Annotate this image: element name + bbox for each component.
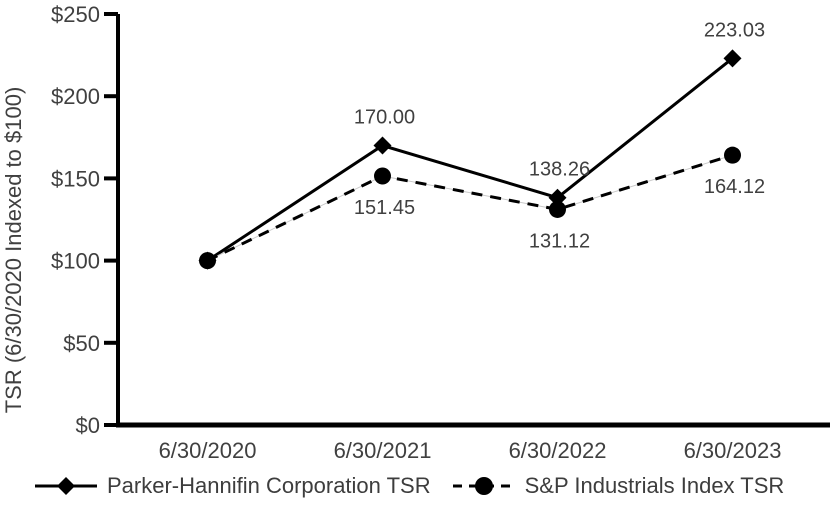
legend-item-parker-hannifin: Parker-Hannifin Corporation TSR	[33, 473, 431, 499]
legend-label-parker-hannifin: Parker-Hannifin Corporation TSR	[107, 473, 431, 498]
data-point-label: 151.45	[354, 197, 415, 219]
y-tick-label: $150	[51, 166, 100, 191]
plot-area: $0 $50 $100 $150 $200 $250 6/30/2020 6/30/2021 6…	[51, 2, 830, 463]
legend-item-sp-industrials: S&P Industrials Index TSR	[451, 473, 785, 499]
data-point-label: 131.12	[529, 230, 590, 252]
data-point-label: 164.12	[704, 176, 765, 198]
y-tick-label: $50	[63, 331, 100, 356]
solid-line-diamond-swatch-icon	[35, 477, 97, 495]
y-tick-label: $100	[51, 249, 100, 274]
x-tick-label: 6/30/2023	[684, 438, 782, 463]
y-tick-label: $0	[76, 413, 100, 438]
circle-marker-icon	[724, 146, 741, 164]
dashed-line-circle-swatch-icon	[452, 477, 515, 495]
circle-marker-icon	[199, 252, 216, 270]
x-tick-label: 6/30/2020	[159, 438, 257, 463]
y-tick-label: $250	[51, 2, 100, 27]
data-point-label: 138.26	[529, 159, 590, 181]
data-point-label: 170.00	[354, 107, 415, 129]
x-tick-label: 6/30/2021	[334, 438, 432, 463]
series-line-solid	[206, 57, 734, 262]
series-line-dashed	[206, 153, 733, 262]
legend-label-sp-industrials: S&P Industrials Index TSR	[524, 473, 785, 498]
circle-marker-icon	[374, 167, 391, 185]
x-tick-label: 6/30/2022	[509, 438, 607, 463]
legend: Parker-Hannifin Corporation TSR S&P Indu…	[33, 473, 784, 499]
y-tick-label: $200	[51, 84, 100, 109]
diamond-marker-icon	[723, 49, 742, 68]
data-point-label: 223.03	[704, 19, 765, 41]
diamond-marker-icon	[373, 136, 392, 155]
diamond-marker-icon	[548, 188, 567, 207]
circle-marker-icon	[549, 200, 566, 218]
